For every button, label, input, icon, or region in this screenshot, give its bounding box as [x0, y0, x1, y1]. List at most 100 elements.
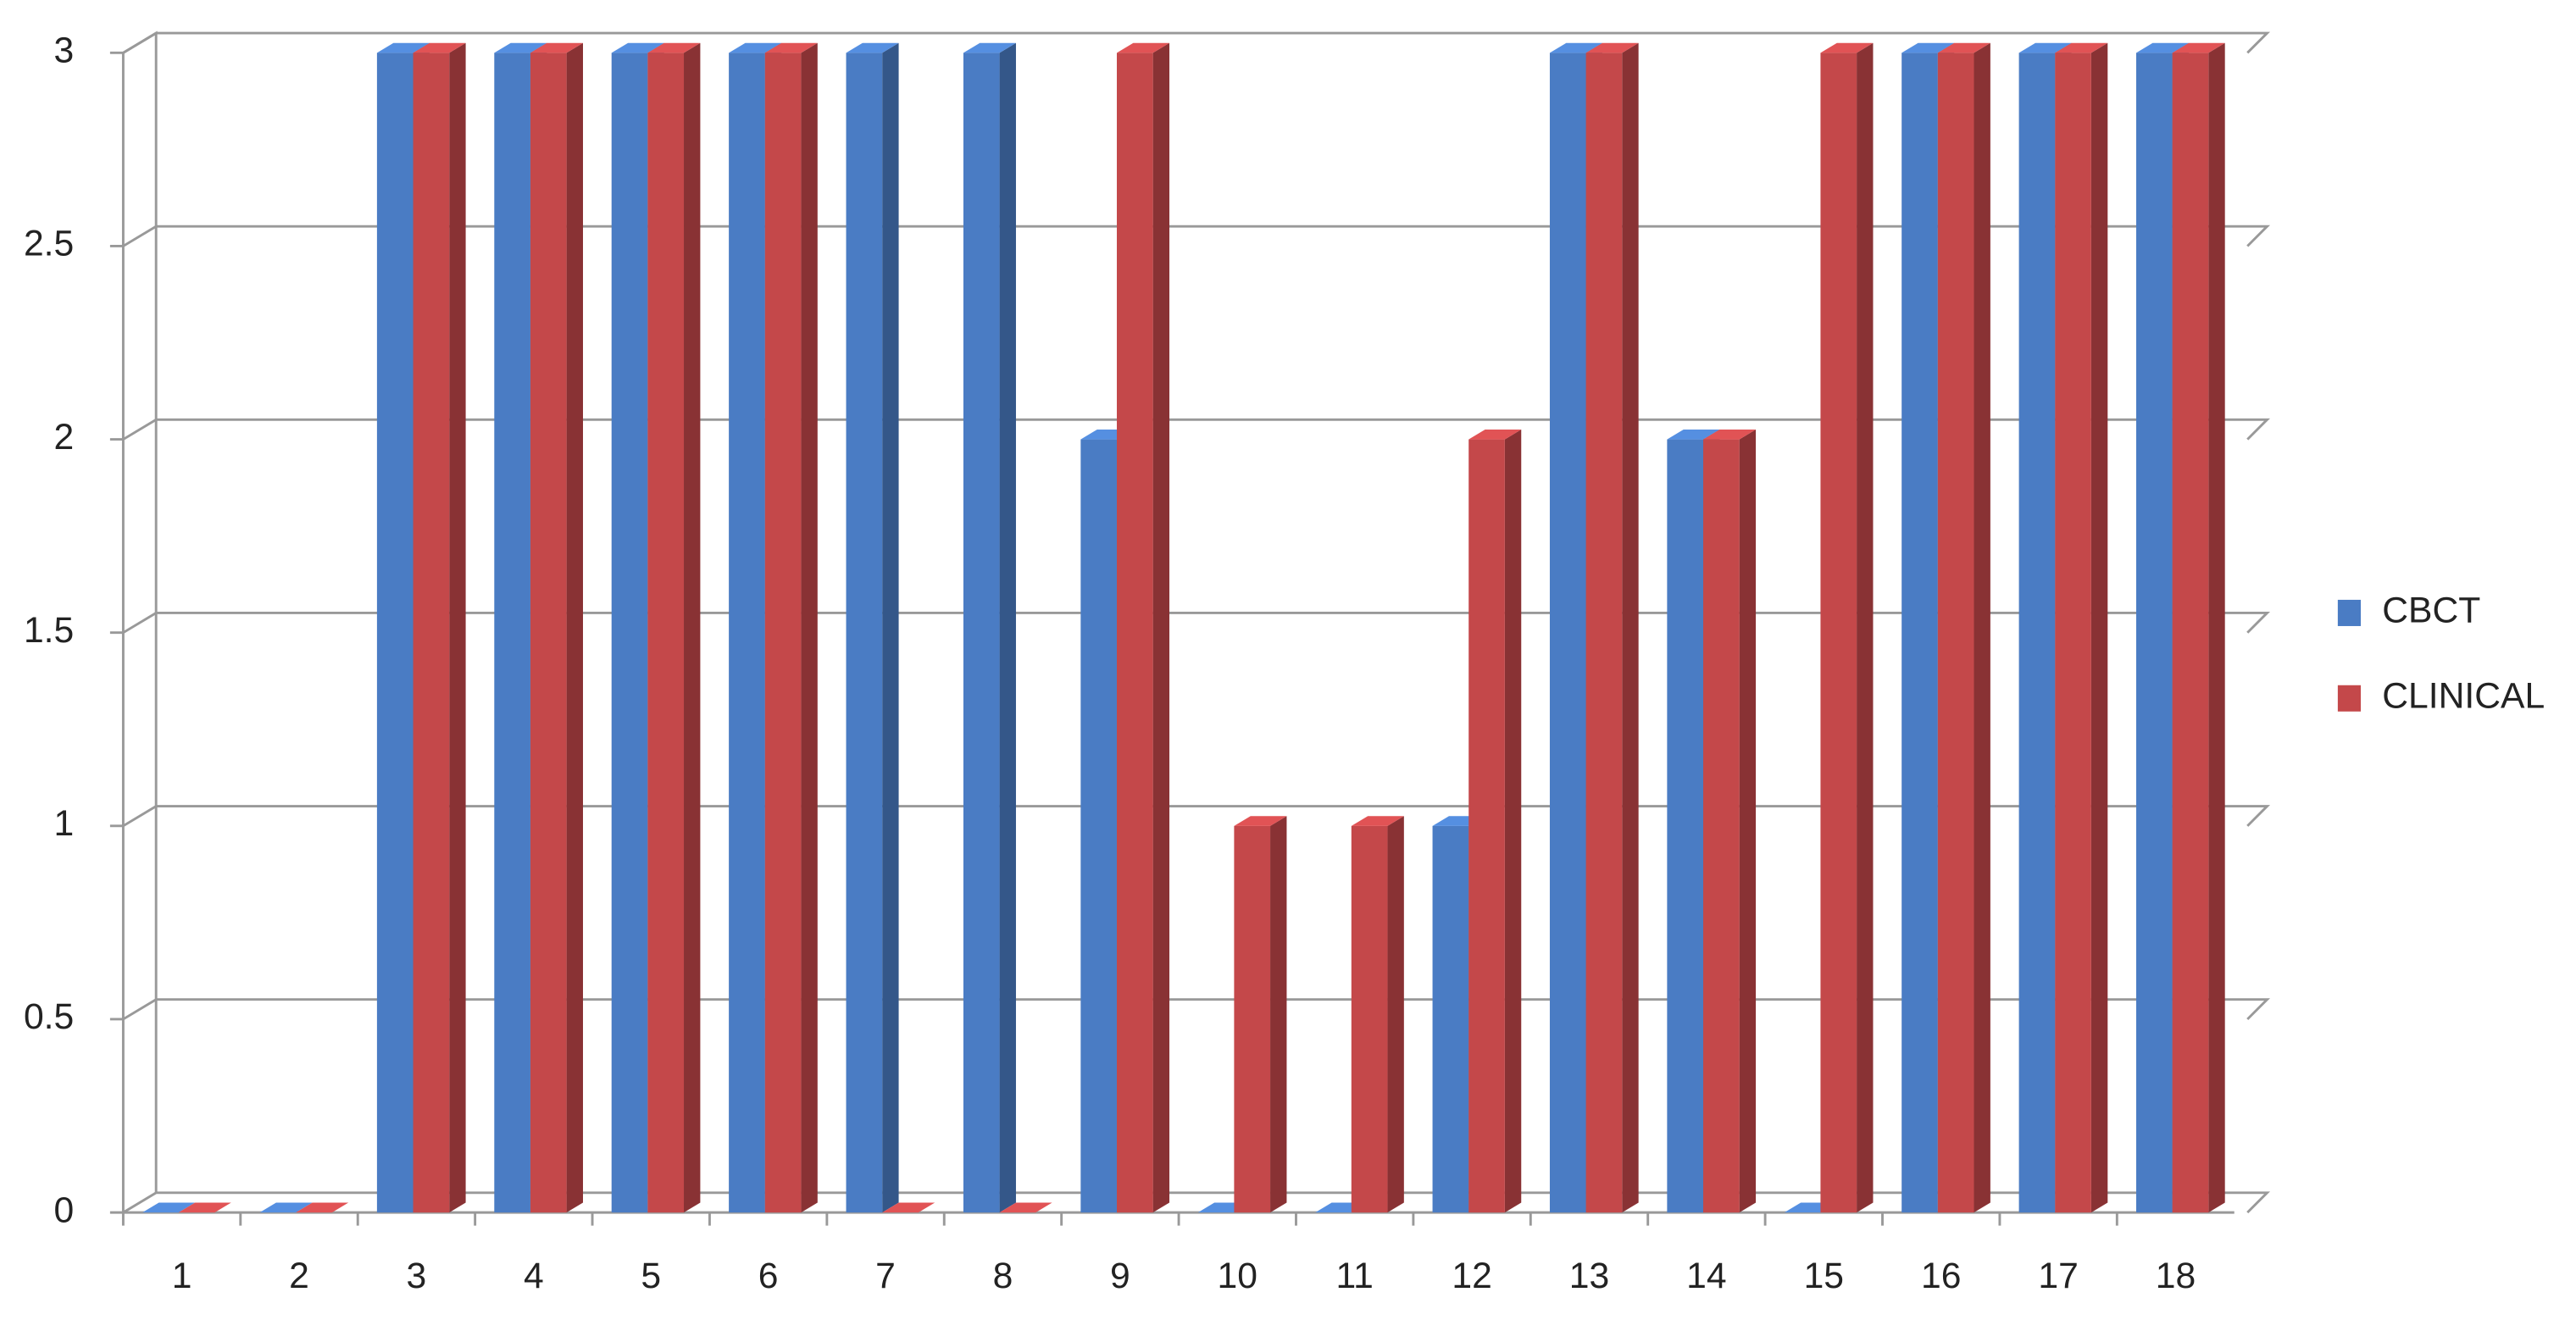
bar	[530, 42, 583, 1213]
bar-top	[1351, 816, 1404, 826]
bar-front	[376, 53, 414, 1213]
grid-line	[109, 225, 2271, 247]
bar-side	[566, 42, 583, 1213]
x-tick-label: 18	[2156, 1256, 2196, 1296]
bar-top	[178, 1202, 231, 1213]
bar	[259, 1202, 313, 1213]
bar-side	[2090, 42, 2108, 1213]
bar-top	[1820, 42, 1874, 53]
bar	[764, 42, 818, 1213]
bar-side	[1270, 816, 1287, 1213]
bar-front	[846, 53, 883, 1213]
bar-side	[1622, 42, 1639, 1213]
x-tick-label: 6	[758, 1256, 779, 1296]
x-tick-label: 9	[1110, 1256, 1130, 1296]
x-tick-label: 12	[1452, 1256, 1491, 1296]
bar-top	[611, 42, 664, 53]
bar	[846, 42, 899, 1213]
bar	[1351, 816, 1404, 1213]
bar-top	[1234, 816, 1287, 826]
x-tick-label: 7	[875, 1256, 896, 1296]
x-tick-label: 3	[407, 1256, 427, 1296]
bar-top	[2018, 42, 2072, 53]
bar-top	[296, 1202, 349, 1213]
grid-line	[109, 612, 2271, 635]
legend-swatch	[2337, 685, 2362, 712]
bar-top	[846, 42, 899, 53]
bar-side	[1387, 816, 1404, 1213]
bar-side	[684, 42, 701, 1213]
bar-front	[764, 53, 802, 1213]
bar-top	[1585, 42, 1639, 53]
bar-top	[1703, 429, 1757, 440]
x-tick-label: 10	[1218, 1256, 1257, 1296]
bar	[1585, 42, 1639, 1213]
y-tick-label: 0.5	[24, 996, 74, 1037]
y-tick-label: 2	[54, 417, 75, 458]
bar-front	[963, 53, 1000, 1213]
bar-front	[1116, 53, 1153, 1213]
bar-front	[1468, 439, 1505, 1213]
bar-top	[963, 42, 1016, 53]
y-tick-label: 1.5	[24, 610, 74, 651]
bar-top	[647, 42, 701, 53]
grid-line	[109, 1191, 2271, 1214]
bar	[999, 1202, 1052, 1213]
bar	[413, 42, 466, 1213]
bar-top	[494, 42, 547, 53]
x-tick-label: 1	[172, 1256, 192, 1296]
x-tick-label: 11	[1336, 1256, 1374, 1296]
x-tick-label: 4	[524, 1256, 544, 1296]
legend-swatch	[2337, 599, 2362, 626]
bar-front	[1432, 825, 1469, 1213]
bar-top	[1468, 429, 1522, 440]
bar-front	[413, 53, 450, 1213]
bar-top	[2055, 42, 2108, 53]
legend-label: CBCT	[2382, 591, 2480, 631]
bar-front	[1937, 53, 1974, 1213]
y-tick-label: 1	[54, 803, 75, 844]
bar-front	[1667, 439, 1704, 1213]
bar-top	[999, 1202, 1052, 1213]
bar	[1468, 429, 1522, 1213]
bar-side	[801, 42, 818, 1213]
bar-front	[611, 53, 648, 1213]
bar	[178, 1202, 231, 1213]
bar-side	[1974, 42, 1990, 1213]
bar	[1937, 42, 1990, 1213]
x-tick-label: 14	[1686, 1256, 1726, 1296]
bar-front	[2055, 53, 2091, 1213]
grid-line	[109, 418, 2271, 441]
bar-top	[376, 42, 430, 53]
y-tick-label: 3	[54, 31, 75, 71]
bar	[2055, 42, 2108, 1213]
x-tick-label: 5	[641, 1256, 661, 1296]
bar-side	[1739, 429, 1757, 1213]
bar-front	[1549, 53, 1586, 1213]
bar-side	[1857, 42, 1874, 1213]
bar-top	[2136, 42, 2190, 53]
bar	[1116, 42, 1170, 1213]
grid-line	[109, 805, 2271, 828]
bar-top	[1937, 42, 1990, 53]
x-tick-label: 17	[2038, 1256, 2078, 1296]
bar-front	[530, 53, 567, 1213]
y-tick-label: 0	[54, 1190, 75, 1230]
bar-front	[1585, 53, 1623, 1213]
bar-front	[647, 53, 685, 1213]
bar-side	[2208, 42, 2225, 1213]
bar	[1703, 429, 1757, 1213]
x-tick-label: 16	[1921, 1256, 1961, 1296]
bar	[1234, 816, 1287, 1213]
bar-front	[2136, 53, 2173, 1213]
bar-top	[1549, 42, 1603, 53]
bar-top	[764, 42, 818, 53]
bar-top	[259, 1202, 313, 1213]
bar	[963, 42, 1016, 1213]
bar-front	[729, 53, 765, 1213]
bar-top	[2172, 42, 2225, 53]
bar-front	[494, 53, 530, 1213]
bar	[882, 1202, 935, 1213]
bar-top	[729, 42, 782, 53]
bar-top	[1667, 429, 1720, 440]
